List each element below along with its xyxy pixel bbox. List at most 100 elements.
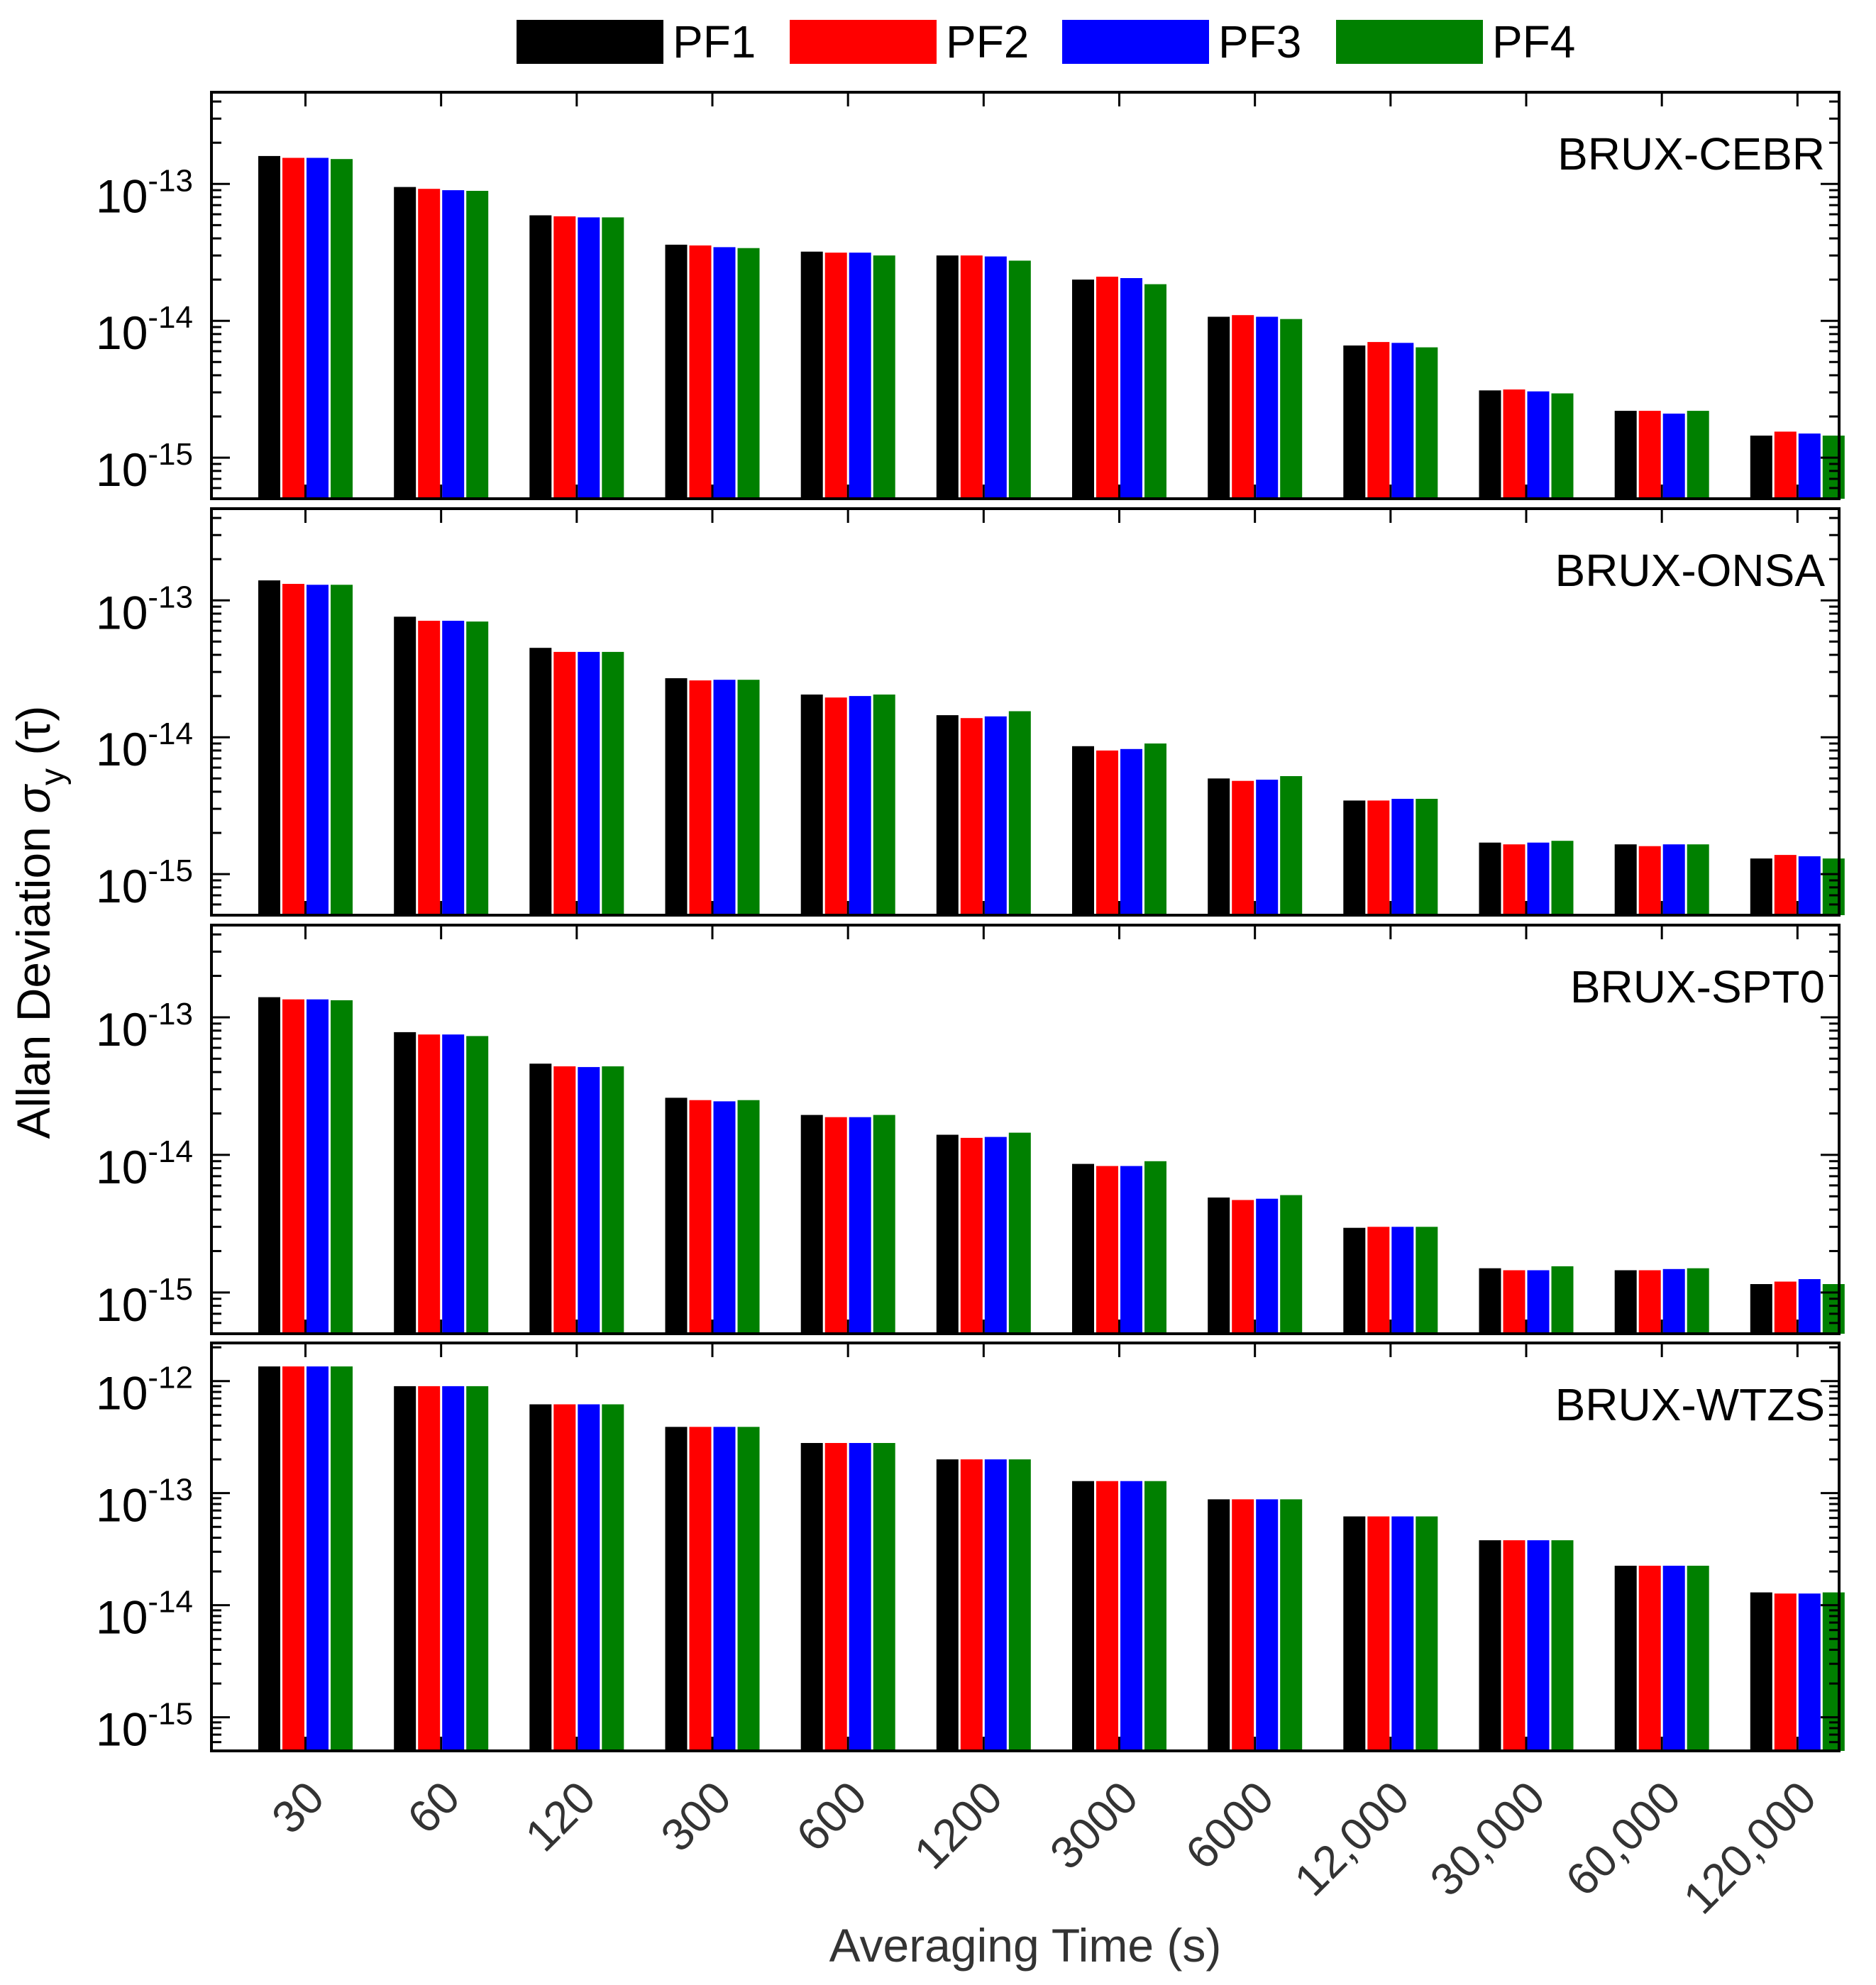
x-tick-label: 30,000 xyxy=(1420,1771,1555,1906)
y-tick-base: 10 xyxy=(96,1141,148,1193)
bar-brux-cebr-pf2-6 xyxy=(1096,277,1118,499)
bar-brux-onsa-pf4-5 xyxy=(1008,711,1031,915)
bar-brux-wtzs-pf2-9 xyxy=(1503,1540,1525,1751)
bar-brux-cebr-pf3-9 xyxy=(1527,391,1550,499)
bar-brux-cebr-pf2-1 xyxy=(418,189,441,499)
x-tick-label: 3000 xyxy=(1040,1771,1148,1879)
legend-label-pf1: PF1 xyxy=(673,16,756,67)
bar-brux-spt0-pf3-9 xyxy=(1527,1270,1550,1334)
bar-brux-cebr-pf2-0 xyxy=(282,157,304,499)
bar-brux-onsa-pf2-5 xyxy=(960,718,983,915)
bar-brux-wtzs-pf4-8 xyxy=(1416,1516,1438,1751)
bar-brux-onsa-pf3-10 xyxy=(1662,844,1685,915)
bar-brux-spt0-pf3-2 xyxy=(578,1067,600,1334)
bar-brux-cebr-pf3-11 xyxy=(1798,433,1821,499)
bar-brux-spt0-pf1-10 xyxy=(1614,1270,1637,1334)
y-tick-exponent: -12 xyxy=(148,1361,193,1395)
bar-brux-onsa-pf3-0 xyxy=(307,585,329,915)
y-tick-base: 10 xyxy=(96,170,148,222)
bar-brux-cebr-pf1-8 xyxy=(1343,345,1366,499)
bar-brux-cebr-pf4-3 xyxy=(737,248,760,499)
bar-brux-cebr-pf1-6 xyxy=(1072,280,1094,499)
bar-brux-cebr-pf2-11 xyxy=(1774,431,1797,499)
bar-brux-wtzs-pf2-11 xyxy=(1774,1593,1797,1751)
bar-brux-spt0-pf3-11 xyxy=(1798,1279,1821,1334)
bar-brux-spt0-pf4-6 xyxy=(1144,1161,1166,1334)
bar-brux-spt0-pf3-8 xyxy=(1391,1227,1414,1334)
bar-brux-onsa-pf4-1 xyxy=(466,621,489,915)
bar-brux-onsa-pf1-5 xyxy=(936,715,959,915)
y-tick-exponent: -13 xyxy=(148,1473,193,1508)
y-axis-title-suffix: (τ) xyxy=(7,706,60,768)
bar-brux-onsa-pf1-9 xyxy=(1479,842,1501,915)
y-tick-exponent: -14 xyxy=(148,717,193,751)
bar-brux-spt0-pf2-10 xyxy=(1638,1270,1661,1334)
bar-brux-onsa-pf2-10 xyxy=(1638,846,1661,915)
bar-brux-spt0-pf2-1 xyxy=(418,1034,441,1334)
bar-brux-onsa-pf4-0 xyxy=(331,585,353,915)
bar-brux-onsa-pf2-8 xyxy=(1367,800,1390,915)
bar-brux-cebr-pf1-2 xyxy=(529,215,552,499)
bar-brux-wtzs-pf2-1 xyxy=(418,1386,441,1751)
bar-brux-wtzs-pf2-10 xyxy=(1638,1566,1661,1751)
bar-brux-spt0-pf2-7 xyxy=(1232,1200,1254,1334)
bar-brux-spt0-pf3-5 xyxy=(984,1137,1007,1334)
bar-brux-onsa-pf3-1 xyxy=(442,621,465,915)
bar-brux-spt0-pf2-8 xyxy=(1367,1227,1390,1334)
bar-brux-wtzs-pf1-4 xyxy=(800,1443,823,1751)
bar-brux-onsa-pf3-2 xyxy=(578,651,600,915)
y-tick-base: 10 xyxy=(96,1479,148,1532)
bar-brux-spt0-pf2-9 xyxy=(1503,1270,1525,1334)
bar-brux-onsa-pf4-6 xyxy=(1144,743,1166,915)
y-tick-base: 10 xyxy=(96,1703,148,1756)
bar-brux-spt0-pf2-5 xyxy=(960,1137,983,1334)
bar-brux-onsa-pf1-10 xyxy=(1614,844,1637,915)
bar-brux-onsa-pf1-1 xyxy=(394,616,416,915)
bar-brux-spt0-pf4-7 xyxy=(1280,1195,1303,1334)
bar-brux-cebr-pf3-0 xyxy=(307,157,329,499)
y-tick-base: 10 xyxy=(96,860,148,912)
y-tick-label: 10-13 xyxy=(96,997,193,1056)
bar-brux-spt0-pf4-10 xyxy=(1687,1268,1709,1334)
x-tick-label: 60 xyxy=(397,1771,469,1843)
bar-brux-spt0-pf1-8 xyxy=(1343,1227,1366,1334)
panel-title: BRUX-WTZS xyxy=(1555,1379,1825,1430)
bar-brux-onsa-pf1-3 xyxy=(665,678,688,915)
y-tick-label: 10-13 xyxy=(96,1473,193,1532)
bar-brux-spt0-pf1-9 xyxy=(1479,1268,1501,1334)
bar-brux-onsa-pf4-4 xyxy=(873,695,895,915)
x-tick-label: 1200 xyxy=(905,1771,1013,1879)
legend-swatch-pf3 xyxy=(1062,20,1209,64)
bar-brux-onsa-pf1-6 xyxy=(1072,746,1094,915)
bar-brux-onsa-pf3-4 xyxy=(849,696,871,915)
y-tick-base: 10 xyxy=(96,586,148,638)
bar-brux-onsa-pf1-2 xyxy=(529,648,552,915)
bar-brux-cebr-pf4-1 xyxy=(466,191,489,499)
y-axis-title: Allan Deviation σy (τ) xyxy=(7,706,72,1139)
bar-brux-cebr-pf3-8 xyxy=(1391,343,1414,499)
bar-brux-wtzs-pf1-5 xyxy=(936,1459,959,1751)
bar-brux-spt0-pf1-4 xyxy=(800,1115,823,1334)
bar-brux-onsa-pf1-7 xyxy=(1208,778,1230,915)
bar-brux-wtzs-pf2-3 xyxy=(689,1427,712,1751)
y-tick-exponent: -13 xyxy=(148,580,193,614)
bar-brux-cebr-pf4-9 xyxy=(1551,393,1574,499)
panel-frame xyxy=(210,1342,1841,1752)
panel-title: BRUX-SPT0 xyxy=(1570,961,1825,1012)
bar-brux-spt0-pf4-5 xyxy=(1008,1132,1031,1334)
bar-brux-wtzs-pf3-9 xyxy=(1527,1540,1550,1751)
bar-brux-spt0-pf4-3 xyxy=(737,1100,760,1334)
legend-swatch-pf1 xyxy=(517,20,663,64)
bar-brux-cebr-pf3-7 xyxy=(1256,316,1279,499)
bar-brux-onsa-pf4-9 xyxy=(1551,841,1574,915)
y-tick-label: 10-14 xyxy=(96,1134,193,1193)
bar-brux-wtzs-pf3-11 xyxy=(1798,1593,1821,1751)
bar-brux-cebr-pf1-3 xyxy=(665,244,688,499)
bar-brux-wtzs-pf4-1 xyxy=(466,1386,489,1751)
bar-brux-cebr-pf4-4 xyxy=(873,255,895,499)
bar-brux-wtzs-pf4-5 xyxy=(1008,1459,1031,1751)
bar-brux-wtzs-pf3-7 xyxy=(1256,1499,1279,1751)
bar-brux-wtzs-pf3-4 xyxy=(849,1443,871,1751)
y-tick-exponent: -13 xyxy=(148,163,193,198)
